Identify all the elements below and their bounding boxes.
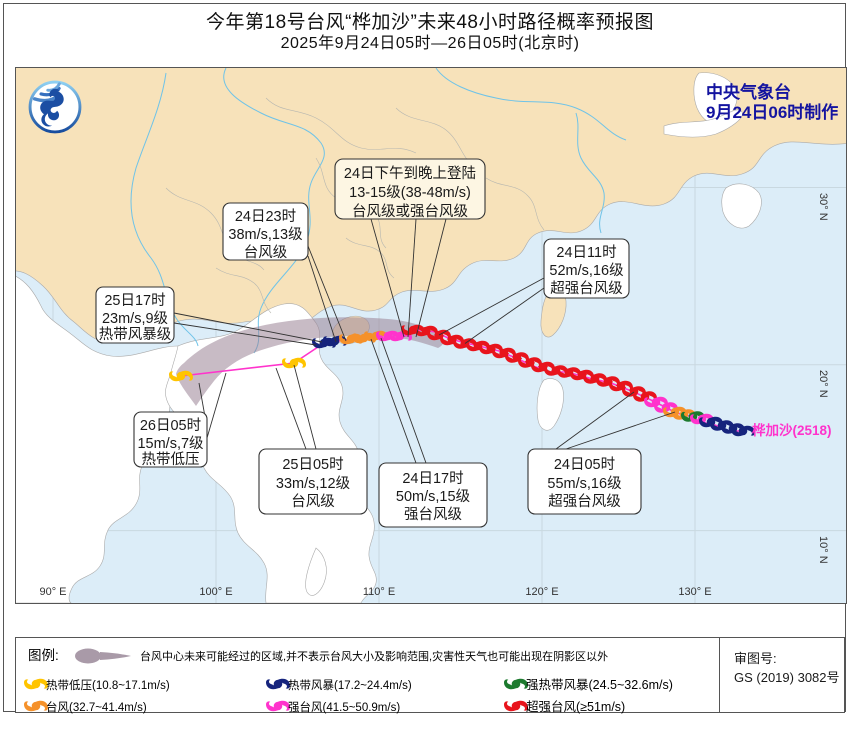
svg-text:超强台风(≥51m/s): 超强台风(≥51m/s) <box>526 699 625 714</box>
svg-text:热带低压(10.8~17.1m/s): 热带低压(10.8~17.1m/s) <box>46 679 170 692</box>
svg-text:52m/s,16级: 52m/s,16级 <box>549 262 623 279</box>
svg-text:台风级: 台风级 <box>244 244 288 261</box>
svg-text:热带低压: 热带低压 <box>142 451 200 468</box>
svg-text:强热带风暴(24.5~32.6m/s): 强热带风暴(24.5~32.6m/s) <box>526 678 673 692</box>
svg-text:台风中心未来可能经过的区域,并不表示台风大小及影响范围,灾害: 台风中心未来可能经过的区域,并不表示台风大小及影响范围,灾害性天气也可能出现在阴… <box>140 649 608 663</box>
svg-text:50m/s,15级: 50m/s,15级 <box>396 488 470 505</box>
svg-text:33m/s,12级: 33m/s,12级 <box>276 475 350 492</box>
svg-text:中央气象台: 中央气象台 <box>706 82 791 102</box>
svg-text:24日下午到晚上登陆: 24日下午到晚上登陆 <box>344 165 476 182</box>
svg-text:55m/s,16级: 55m/s,16级 <box>547 475 621 492</box>
svg-text:台风级或强台风级: 台风级或强台风级 <box>352 203 468 220</box>
svg-text:25日17时: 25日17时 <box>104 292 165 309</box>
svg-text:24日11时: 24日11时 <box>556 244 616 261</box>
svg-text:9月24日06时制作: 9月24日06时制作 <box>706 102 838 122</box>
svg-text:台风(32.7~41.4m/s): 台风(32.7~41.4m/s) <box>46 700 147 714</box>
svg-text:24日05时: 24日05时 <box>554 456 615 473</box>
svg-text:38m/s,13级: 38m/s,13级 <box>228 226 302 243</box>
svg-text:超强台风级: 超强台风级 <box>550 280 623 297</box>
svg-text:24日17时: 24日17时 <box>402 470 463 487</box>
svg-text:超强台风级: 超强台风级 <box>548 493 621 510</box>
svg-text:15m/s,7级: 15m/s,7级 <box>137 435 203 452</box>
svg-text:强台风级: 强台风级 <box>404 506 462 523</box>
svg-text:桦加沙(2518): 桦加沙(2518) <box>751 422 832 438</box>
svg-text:热带风暴级: 热带风暴级 <box>99 326 172 343</box>
svg-text:图例:: 图例: <box>28 648 59 663</box>
svg-text:26日05时: 26日05时 <box>140 417 201 434</box>
svg-text:13-15级(38-48m/s): 13-15级(38-48m/s) <box>349 184 471 201</box>
svg-text:24日23时: 24日23时 <box>235 208 296 225</box>
svg-text:热带风暴(17.2~24.4m/s): 热带风暴(17.2~24.4m/s) <box>288 679 412 692</box>
svg-text:强台风(41.5~50.9m/s): 强台风(41.5~50.9m/s) <box>288 700 400 714</box>
svg-text:25日05时: 25日05时 <box>282 456 343 473</box>
svg-text:台风级: 台风级 <box>291 493 335 510</box>
svg-text:23m/s,9级: 23m/s,9级 <box>102 310 168 327</box>
